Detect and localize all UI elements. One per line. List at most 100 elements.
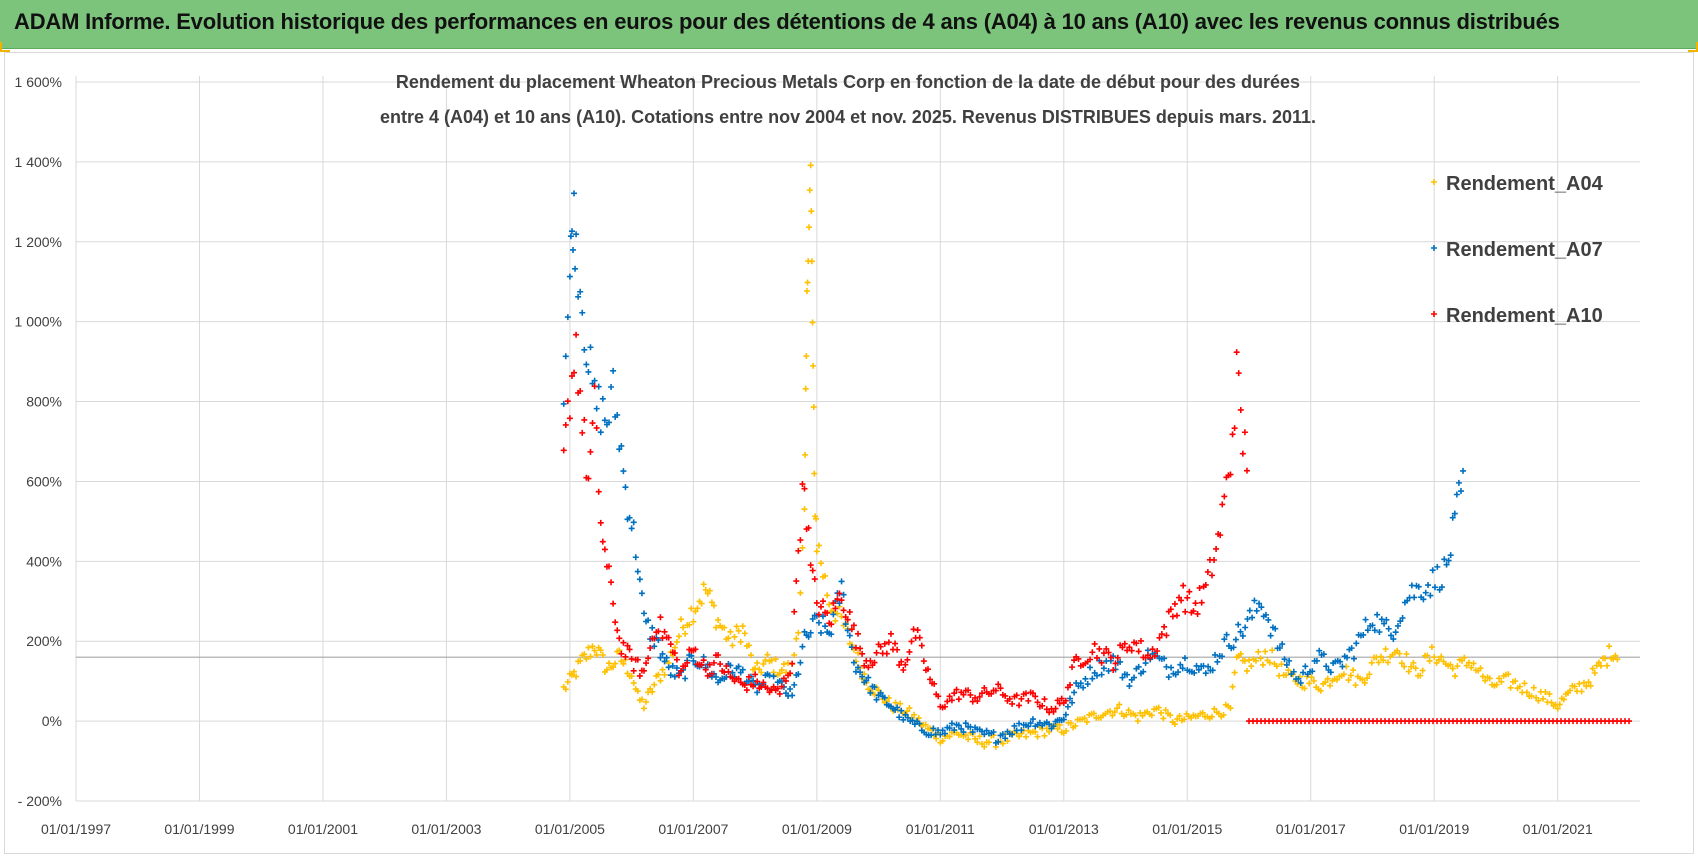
- data-point: [834, 596, 841, 603]
- data-point: [972, 694, 979, 701]
- data-point: [1107, 654, 1114, 661]
- data-point: [1100, 665, 1107, 672]
- data-point: [1528, 693, 1535, 700]
- data-point: [1213, 545, 1220, 552]
- data-point: [614, 627, 621, 634]
- data-point: [1064, 703, 1071, 710]
- data-point: [976, 733, 983, 740]
- data-point: [1013, 692, 1020, 699]
- data-point: [1158, 631, 1165, 638]
- data-point: [1084, 681, 1091, 688]
- data-point: [1530, 684, 1537, 691]
- data-point: [815, 542, 822, 549]
- data-point: [587, 344, 594, 351]
- data-point: [632, 554, 639, 561]
- data-point: [673, 656, 680, 663]
- grid-lines: [75, 76, 1640, 802]
- data-point: [867, 657, 874, 664]
- data-point: [1052, 705, 1059, 712]
- data-point: [1243, 667, 1250, 674]
- data-point: [1181, 655, 1188, 662]
- data-point: [1155, 704, 1162, 711]
- data-point: [1347, 672, 1354, 679]
- data-point: [1612, 652, 1619, 659]
- data-point: [778, 666, 785, 673]
- data-point: [1091, 640, 1098, 647]
- data-point: [1133, 640, 1140, 647]
- data-point: [836, 590, 843, 597]
- data-point: [1126, 683, 1133, 690]
- data-point: [713, 674, 720, 681]
- data-point: [708, 670, 715, 677]
- data-point: [1337, 658, 1344, 665]
- data-point: [1424, 652, 1431, 659]
- data-point: [1173, 612, 1180, 619]
- data-point: [795, 629, 802, 636]
- y-tick-label: 1 400%: [15, 154, 62, 170]
- data-point: [1507, 684, 1514, 691]
- data-point: [828, 631, 835, 638]
- data-point: [729, 642, 736, 649]
- data-point: [802, 385, 809, 392]
- data-point: [867, 689, 874, 696]
- data-point: [764, 651, 771, 658]
- data-point: [684, 659, 691, 666]
- data-point: [1493, 681, 1500, 688]
- data-point: [924, 666, 931, 673]
- data-point: [1428, 644, 1435, 651]
- data-point: [1231, 669, 1238, 676]
- data-point: [857, 669, 864, 676]
- data-point: [651, 635, 658, 642]
- data-point: [976, 693, 983, 700]
- data-point: [735, 675, 742, 682]
- data-point: [1215, 710, 1222, 717]
- data-point: [612, 660, 619, 667]
- data-point: [1380, 657, 1387, 664]
- data-point: [1235, 370, 1242, 377]
- data-point: [1039, 702, 1046, 709]
- data-point: [911, 711, 918, 718]
- y-tick-label: 400%: [26, 553, 62, 569]
- data-point: [1438, 653, 1445, 660]
- data-point: [1316, 647, 1323, 654]
- data-point: [760, 660, 767, 667]
- data-point: [824, 609, 831, 616]
- data-point: [855, 630, 862, 637]
- data-point: [855, 664, 862, 671]
- data-point: [770, 683, 777, 690]
- data-point: [810, 362, 817, 369]
- data-point: [1135, 648, 1142, 655]
- data-point: [1018, 695, 1025, 702]
- data-point: [715, 651, 722, 658]
- data-point: [636, 672, 643, 679]
- data-point: [610, 664, 617, 671]
- data-point: [896, 714, 903, 721]
- data-point: [871, 659, 878, 666]
- data-point: [962, 720, 969, 727]
- data-point: [941, 730, 948, 737]
- data-point: [1512, 678, 1519, 685]
- data-point: [844, 627, 851, 634]
- data-point: [1461, 654, 1468, 661]
- data-point: [1111, 709, 1118, 716]
- data-point: [675, 672, 682, 679]
- data-point: [927, 676, 934, 683]
- data-point: [1154, 648, 1161, 655]
- data-point: [772, 656, 779, 663]
- data-point: [1151, 653, 1158, 660]
- data-point: [1324, 675, 1331, 682]
- data-point: [581, 346, 588, 353]
- y-tick-label: 600%: [26, 473, 62, 489]
- data-point: [1366, 671, 1373, 678]
- data-point: [909, 717, 916, 724]
- data-point: [838, 597, 845, 604]
- data-point: [1602, 655, 1609, 662]
- data-point: [939, 737, 946, 744]
- data-point: [626, 646, 633, 653]
- data-point: [941, 703, 948, 710]
- data-point: [1255, 648, 1262, 655]
- data-point: [1433, 659, 1440, 666]
- data-point: [1249, 614, 1256, 621]
- data-point: [606, 419, 613, 426]
- data-point: [1445, 557, 1452, 564]
